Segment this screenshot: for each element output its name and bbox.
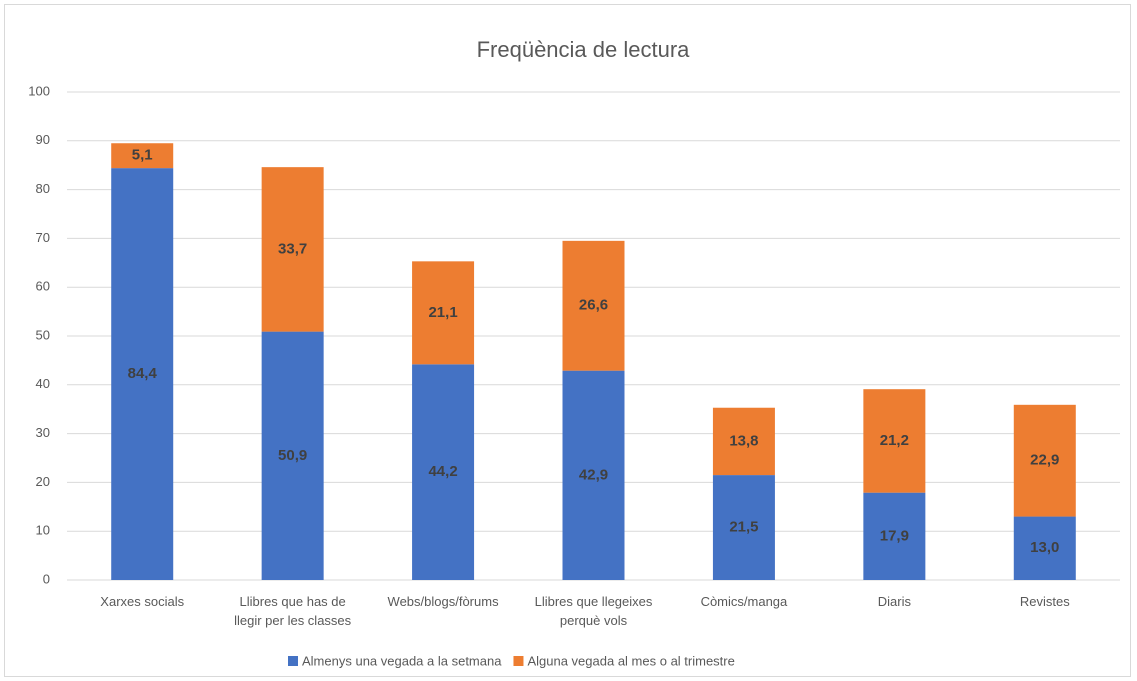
bar-segment bbox=[261, 331, 324, 580]
y-tick-label: 50 bbox=[36, 327, 50, 342]
legend-label: Almenys una vegada a la setmana bbox=[302, 653, 502, 668]
data-label: 5,1 bbox=[132, 147, 153, 164]
y-tick-label: 80 bbox=[36, 181, 50, 196]
x-tick-label: Diaris bbox=[878, 594, 912, 609]
bar-segment bbox=[412, 364, 475, 580]
bar-segment bbox=[111, 168, 174, 581]
legend-swatch bbox=[513, 656, 524, 666]
y-tick-label: 10 bbox=[36, 523, 50, 538]
y-tick-label: 100 bbox=[28, 83, 50, 98]
bar-segment bbox=[712, 475, 775, 580]
y-tick-label: 40 bbox=[36, 376, 50, 391]
y-tick-label: 60 bbox=[36, 279, 50, 294]
data-label: 21,2 bbox=[880, 432, 909, 449]
x-tick-label: Revistes bbox=[1020, 594, 1070, 609]
data-label: 44,2 bbox=[428, 463, 457, 480]
y-tick-label: 0 bbox=[43, 571, 50, 586]
data-label: 13,0 bbox=[1030, 539, 1059, 556]
data-label: 50,9 bbox=[278, 447, 307, 464]
x-tick-label: Còmics/manga bbox=[701, 594, 788, 609]
bar-segment bbox=[863, 389, 926, 493]
bar-segment bbox=[712, 407, 775, 476]
y-tick-label: 90 bbox=[36, 132, 50, 147]
bar-segment bbox=[562, 240, 625, 371]
chart-title: Freqüència de lectura bbox=[477, 37, 691, 62]
y-tick-label: 20 bbox=[36, 474, 50, 489]
x-tick-label: Llibres que llegeixes perquè vols bbox=[535, 594, 653, 628]
x-tick-label: Llibres que has de llegir per les classes bbox=[234, 594, 352, 628]
bar-segment bbox=[1013, 516, 1076, 580]
data-label: 17,9 bbox=[880, 527, 909, 544]
data-label: 84,4 bbox=[128, 365, 158, 382]
bar-segment bbox=[412, 261, 475, 365]
bar-segment bbox=[261, 167, 324, 332]
data-label: 21,1 bbox=[428, 304, 457, 321]
data-label: 26,6 bbox=[579, 297, 608, 314]
data-label: 33,7 bbox=[278, 240, 307, 257]
bar-segment bbox=[863, 492, 926, 580]
data-label: 22,9 bbox=[1030, 452, 1059, 469]
legend-label: Alguna vegada al mes o al trimestre bbox=[527, 653, 734, 668]
y-tick-label: 70 bbox=[36, 230, 50, 245]
bar-segment bbox=[562, 370, 625, 580]
x-tick-label: Xarxes socials bbox=[100, 594, 184, 609]
legend-swatch bbox=[288, 656, 298, 666]
y-tick-label: 30 bbox=[36, 425, 50, 440]
data-label: 21,5 bbox=[729, 519, 758, 536]
data-label: 13,8 bbox=[729, 432, 758, 449]
bar-segment bbox=[1013, 404, 1076, 517]
x-tick-label: Webs/blogs/fòrums bbox=[388, 594, 500, 609]
bar-segment bbox=[111, 143, 174, 169]
data-label: 42,9 bbox=[579, 466, 608, 483]
